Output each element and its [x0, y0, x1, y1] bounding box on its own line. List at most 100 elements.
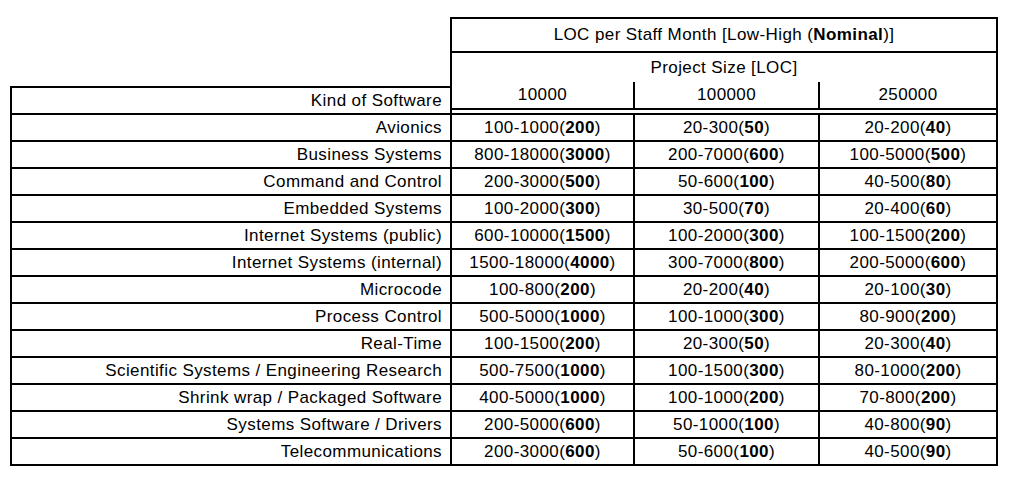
- high-value: 400: [890, 199, 920, 219]
- loc-value-cell-100000: 100-1000(200): [635, 385, 820, 410]
- loc-value-cell-100000: 50-600(100): [635, 439, 820, 464]
- high-value: 300: [709, 118, 739, 138]
- loc-value-cell-10000: 100-2000(300): [452, 196, 635, 221]
- low-value: 400: [479, 388, 509, 408]
- low-value: 800: [474, 145, 504, 165]
- kind-of-software-row: Command and Control: [12, 169, 450, 196]
- nominal-close-paren: ): [595, 172, 601, 192]
- low-value: 40: [864, 442, 884, 462]
- nominal-close-paren: ): [779, 307, 785, 327]
- low-value: 100: [850, 226, 880, 246]
- low-value: 40: [864, 172, 884, 192]
- nominal-close-paren: ): [960, 226, 966, 246]
- size-column-label: 250000: [878, 85, 937, 105]
- low-value: 20: [864, 334, 884, 354]
- kind-of-software-row: Process Control: [12, 304, 450, 331]
- high-value: 7000: [704, 145, 743, 165]
- high-value: 5000: [885, 253, 924, 273]
- loc-value-row: 600-10000(1500) 100-2000(300) 100-1500(2…: [452, 223, 996, 250]
- nominal-value: 300: [749, 361, 779, 381]
- nominal-close-paren: ): [960, 145, 966, 165]
- kind-of-software-row: Embedded Systems: [12, 196, 450, 223]
- nominal-value: 600: [749, 145, 779, 165]
- kind-of-software-label: Avionics: [376, 118, 442, 138]
- high-value: 500: [709, 199, 739, 219]
- loc-value-cell-100000: 50-1000(100): [635, 412, 820, 437]
- low-value: 20: [864, 280, 884, 300]
- table-title-prefix: LOC per Staff Month [Low-High (: [554, 25, 814, 45]
- nominal-close-paren: ): [950, 307, 956, 327]
- low-value: 80: [859, 307, 879, 327]
- nominal-value: 600: [565, 415, 595, 435]
- nominal-value: 200: [560, 280, 590, 300]
- kind-of-software-label: Embedded Systems: [283, 199, 442, 219]
- nominal-close-paren: ): [950, 388, 956, 408]
- low-value: 100: [668, 226, 698, 246]
- nominal-close-paren: ): [764, 118, 770, 138]
- nominal-value: 1500: [565, 226, 604, 246]
- size-column-header-250000: 250000: [820, 82, 996, 108]
- loc-value-cell-250000: 20-100(30): [820, 277, 996, 302]
- size-column-header-10000: 10000: [452, 82, 635, 108]
- low-value: 1500: [469, 253, 508, 273]
- high-value: 10000: [510, 226, 559, 246]
- nominal-close-paren: ): [595, 118, 601, 138]
- loc-value-cell-10000: 400-5000(1000): [452, 385, 635, 410]
- nominal-close-paren: ): [946, 118, 952, 138]
- kind-of-software-label: Real-Time: [361, 334, 442, 354]
- low-value: 80: [855, 361, 875, 381]
- low-value: 20: [683, 118, 703, 138]
- high-value: 500: [890, 172, 920, 192]
- nominal-close-paren: ): [600, 388, 606, 408]
- low-value: 50: [678, 442, 698, 462]
- high-value: 800: [890, 415, 920, 435]
- kind-of-software-column: Kind of Software Avionics Business Syste…: [10, 86, 450, 466]
- kind-of-software-header-row: Kind of Software: [12, 88, 450, 115]
- high-value: 1000: [704, 307, 743, 327]
- loc-value-row: 400-5000(1000) 100-1000(200) 70-800(200): [452, 385, 996, 412]
- kind-of-software-label: Scientific Systems / Engineering Researc…: [105, 361, 442, 381]
- nominal-value: 500: [565, 172, 595, 192]
- size-column-label: 100000: [697, 85, 756, 105]
- loc-productivity-table-page: Kind of Software Avionics Business Syste…: [0, 0, 1018, 480]
- kind-of-software-label: Internet Systems (public): [244, 226, 442, 246]
- kind-of-software-row: Internet Systems (public): [12, 223, 450, 250]
- low-value: 100: [484, 334, 514, 354]
- table-title-suffix: )]: [883, 25, 894, 45]
- high-value: 18000: [515, 253, 564, 273]
- kind-of-software-row: Internet Systems (internal): [12, 250, 450, 277]
- nominal-value: 60: [926, 199, 946, 219]
- high-value: 7500: [515, 361, 554, 381]
- nominal-value: 50: [744, 334, 764, 354]
- nominal-close-paren: ): [595, 442, 601, 462]
- nominal-close-paren: ): [600, 307, 606, 327]
- nominal-close-paren: ): [946, 172, 952, 192]
- loc-value-rows: 100-1000(200) 20-300(50) 20-200(40) 800-…: [452, 115, 996, 464]
- high-value: 18000: [510, 145, 559, 165]
- nominal-close-paren: ): [946, 199, 952, 219]
- high-value: 800: [885, 388, 915, 408]
- low-value: 20: [683, 334, 703, 354]
- kind-of-software-row: Business Systems: [12, 142, 450, 169]
- low-value: 200: [850, 253, 880, 273]
- nominal-value: 300: [749, 307, 779, 327]
- high-value: 5000: [885, 145, 924, 165]
- low-value: 500: [479, 361, 509, 381]
- nominal-close-paren: ): [764, 280, 770, 300]
- table-title-nominal-bold: Nominal: [813, 25, 883, 45]
- nominal-value: 200: [931, 226, 961, 246]
- high-value: 200: [709, 280, 739, 300]
- nominal-close-paren: ): [779, 253, 785, 273]
- loc-value-cell-250000: 20-400(60): [820, 196, 996, 221]
- kind-of-software-label: Command and Control: [263, 172, 442, 192]
- nominal-value: 200: [565, 334, 595, 354]
- high-value: 1500: [885, 226, 924, 246]
- loc-value-row: 100-800(200) 20-200(40) 20-100(30): [452, 277, 996, 304]
- loc-value-cell-250000: 80-900(200): [820, 304, 996, 329]
- low-value: 30: [683, 199, 703, 219]
- loc-value-cell-250000: 80-1000(200): [820, 358, 996, 383]
- high-value: 900: [885, 307, 915, 327]
- nominal-value: 50: [744, 118, 764, 138]
- nominal-close-paren: ): [595, 334, 601, 354]
- kind-of-software-row: Scientific Systems / Engineering Researc…: [12, 358, 450, 385]
